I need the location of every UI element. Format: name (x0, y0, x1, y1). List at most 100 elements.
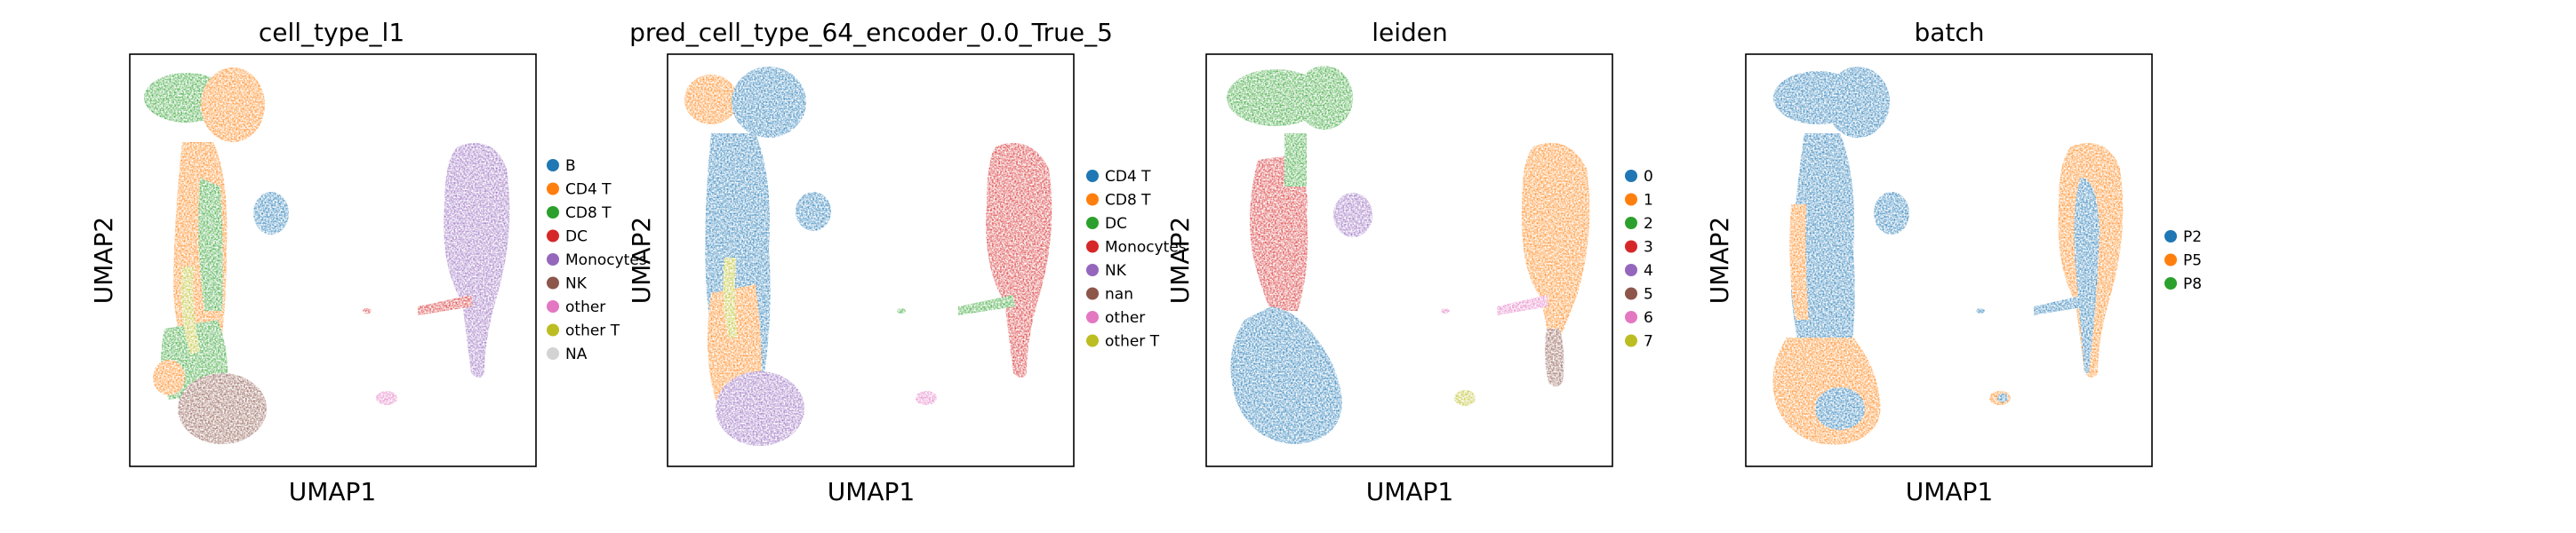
legend-item: 7 (1625, 333, 1653, 351)
panel-title: batch (1914, 18, 1984, 47)
legend-marker (1625, 334, 1637, 347)
scatter-points (684, 67, 1052, 446)
legend: 0 1 2 3 4 5 6 7 (1625, 168, 1653, 351)
legend-marker (2164, 277, 2177, 290)
plot-frame (1745, 53, 2153, 467)
panel-title: leiden (1372, 18, 1448, 47)
legend-item: other (547, 298, 605, 316)
cluster-cd8-top (684, 75, 738, 124)
legend-item: CD4 T (547, 181, 612, 199)
cluster-6 (1497, 295, 1548, 315)
legend-item: NK (547, 275, 588, 293)
legend-marker (547, 229, 559, 243)
legend-label: other (1105, 309, 1145, 327)
legend-marker (1625, 193, 1637, 206)
legend-label: CD4 T (565, 181, 612, 199)
legend-label: 7 (1644, 333, 1653, 351)
cluster-cd4-top (201, 68, 265, 142)
cluster-dc (418, 295, 473, 315)
cluster-cd8-stem (198, 178, 223, 311)
x-axis-label: UMAP1 (1906, 477, 1994, 506)
legend-marker (1625, 264, 1637, 276)
panel-cell-type-l1: cell_type_l1 UMAP1 UMAP2 B CD4 T CD8 T DC Mo… (89, 18, 647, 506)
legend-item: DC (547, 228, 588, 246)
legend-label: NA (565, 346, 588, 363)
legend-item: P5 (2164, 252, 2202, 270)
legend-item: other T (1086, 333, 1160, 351)
legend-marker (1625, 217, 1637, 229)
y-axis-label: UMAP2 (89, 217, 118, 305)
legend-label: other T (565, 322, 620, 340)
legend-label: Monocytes (1105, 239, 1187, 257)
cluster-small (1874, 192, 1909, 235)
cluster-monocytes (986, 142, 1052, 378)
cluster-4 (1333, 193, 1372, 237)
cluster-2-stem (1284, 133, 1307, 187)
legend-marker (1625, 240, 1637, 253)
legend-item: CD8 T (547, 204, 612, 222)
legend-label: nan (1105, 286, 1133, 304)
legend-item: Monocytes (547, 251, 647, 269)
cluster-2-top-r (1296, 66, 1353, 130)
legend-label: NK (565, 275, 588, 293)
cluster-small-b2 (1997, 394, 2008, 402)
legend-label: CD8 T (565, 204, 612, 222)
legend-item: other (1086, 309, 1145, 327)
legend-item: P8 (2164, 275, 2202, 293)
legend-item: 1 (1625, 192, 1653, 210)
legend-item: 0 (1625, 168, 1653, 186)
legend: CD4 T CD8 T DC Monocytes NK nan other other T (1086, 168, 1187, 351)
cluster-monocytes (444, 142, 510, 378)
legend: P2 P5 P8 (2164, 228, 2202, 293)
scatter-points (1227, 66, 1590, 444)
legend-label: P8 (2183, 275, 2202, 293)
legend-marker (1086, 311, 1099, 323)
panel-pred-cell-type: pred_cell_type_64_encoder_0.0_True_5 UMA… (627, 18, 1187, 506)
legend-marker (547, 276, 559, 290)
legend-label: P2 (2183, 228, 2202, 246)
cluster-3 (1250, 155, 1308, 311)
legend-label: 4 (1644, 262, 1653, 280)
legend-item: 2 (1625, 215, 1653, 233)
cluster-nk (178, 373, 267, 444)
cluster-bottom-p2 (1815, 387, 1865, 430)
cluster-other (916, 391, 937, 405)
legend-item: 6 (1625, 309, 1653, 327)
panel-title: cell_type_l1 (259, 18, 404, 47)
y-axis-label: UMAP2 (627, 217, 656, 305)
plot-frame (667, 53, 1075, 467)
cluster-thin (2034, 295, 2086, 315)
cluster-dc-dot (363, 308, 372, 314)
cluster-right-p2 (2074, 178, 2100, 373)
legend-label: 1 (1644, 192, 1653, 210)
x-axis-label: UMAP1 (828, 477, 916, 506)
cluster-cd8-lower (708, 284, 762, 400)
legend-item: CD8 T (1086, 192, 1151, 210)
cluster-dc-dot (897, 308, 906, 314)
y-axis-label: UMAP2 (1165, 217, 1195, 305)
legend-item: Monocytes (1086, 239, 1187, 257)
legend-label: 2 (1644, 215, 1653, 233)
legend-item: DC (1086, 215, 1127, 233)
plot-frame (1205, 53, 1613, 467)
scatter-points (144, 68, 510, 444)
cluster-stem-p5 (1789, 204, 1809, 320)
legend-label: other T (1105, 333, 1160, 351)
legend-label: 0 (1644, 168, 1653, 186)
y-axis-label: UMAP2 (1705, 217, 1734, 305)
legend-label: Monocytes (565, 251, 647, 269)
cluster-dot (1976, 308, 1985, 314)
legend-item: CD4 T (1086, 168, 1151, 186)
cluster-5 (1544, 329, 1564, 386)
panel-title: pred_cell_type_64_encoder_0.0_True_5 (629, 18, 1113, 47)
legend-marker (2164, 230, 2177, 243)
scatter-points (1772, 67, 2124, 445)
legend-label: 5 (1644, 286, 1653, 304)
legend-marker (1625, 170, 1637, 182)
x-axis-label: UMAP1 (289, 477, 377, 506)
legend-item: NK (1086, 262, 1127, 280)
legend-marker (1086, 217, 1099, 229)
legend-marker (1086, 193, 1099, 206)
cluster-other-t (180, 266, 200, 355)
